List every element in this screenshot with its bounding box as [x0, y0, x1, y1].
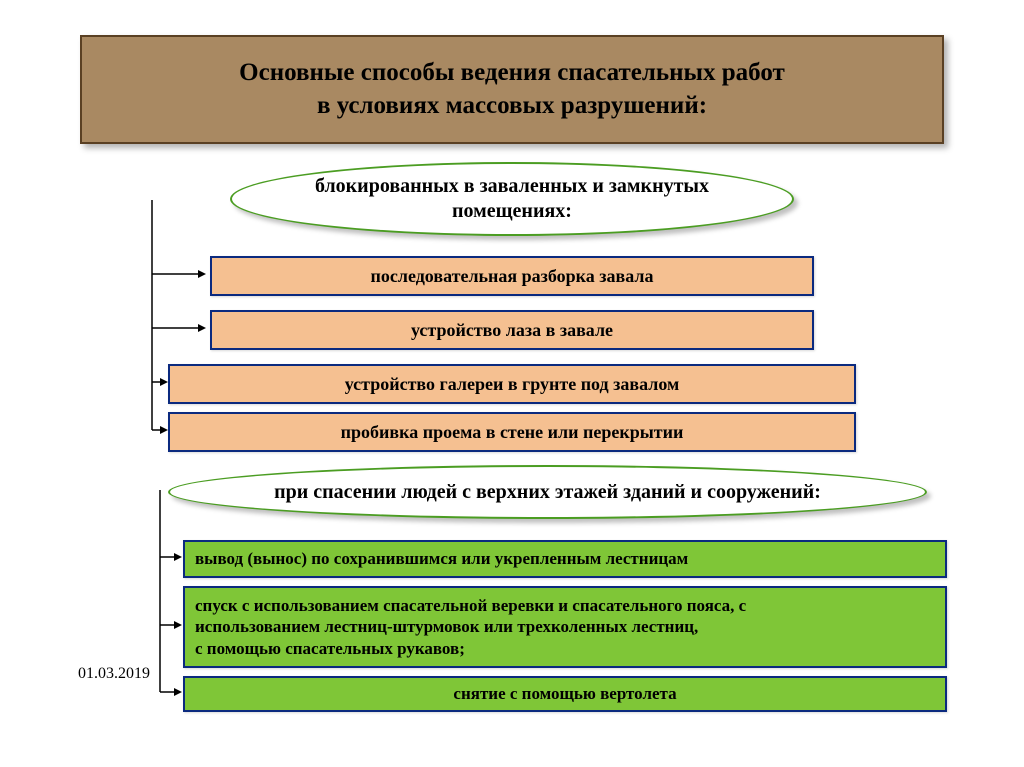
section1-header-text: блокированных в заваленных и замкнутых п… [315, 174, 709, 224]
section2-item-0: вывод (вынос) по сохранившимся или укреп… [183, 540, 947, 578]
section2-item-1-text: спуск с использованием спасательной вере… [195, 595, 746, 659]
section2-header: при спасении людей с верхних этажей здан… [168, 465, 927, 519]
section2-item-2: снятие с помощью вертолета [183, 676, 947, 712]
section1-item-1: устройство лаза в завале [210, 310, 814, 350]
section1-item-2: устройство галереи в грунте под завалом [168, 364, 856, 404]
section2-connector [152, 490, 192, 700]
section1-connector [140, 200, 220, 440]
section1-header: блокированных в заваленных и замкнутых п… [230, 162, 794, 236]
section1-item-3: пробивка проема в стене или перекрытии [168, 412, 856, 452]
title-box: Основные способы ведения спасательных ра… [80, 35, 944, 144]
date-label: 01.03.2019 [78, 665, 150, 683]
section2-header-text: при спасении людей с верхних этажей здан… [274, 480, 821, 505]
title-line2: в условиях массовых разрушений: [317, 90, 707, 123]
section2-item-1: спуск с использованием спасательной вере… [183, 586, 947, 668]
section1-item-0: последовательная разборка завала [210, 256, 814, 296]
title-line1: Основные способы ведения спасательных ра… [239, 57, 785, 90]
